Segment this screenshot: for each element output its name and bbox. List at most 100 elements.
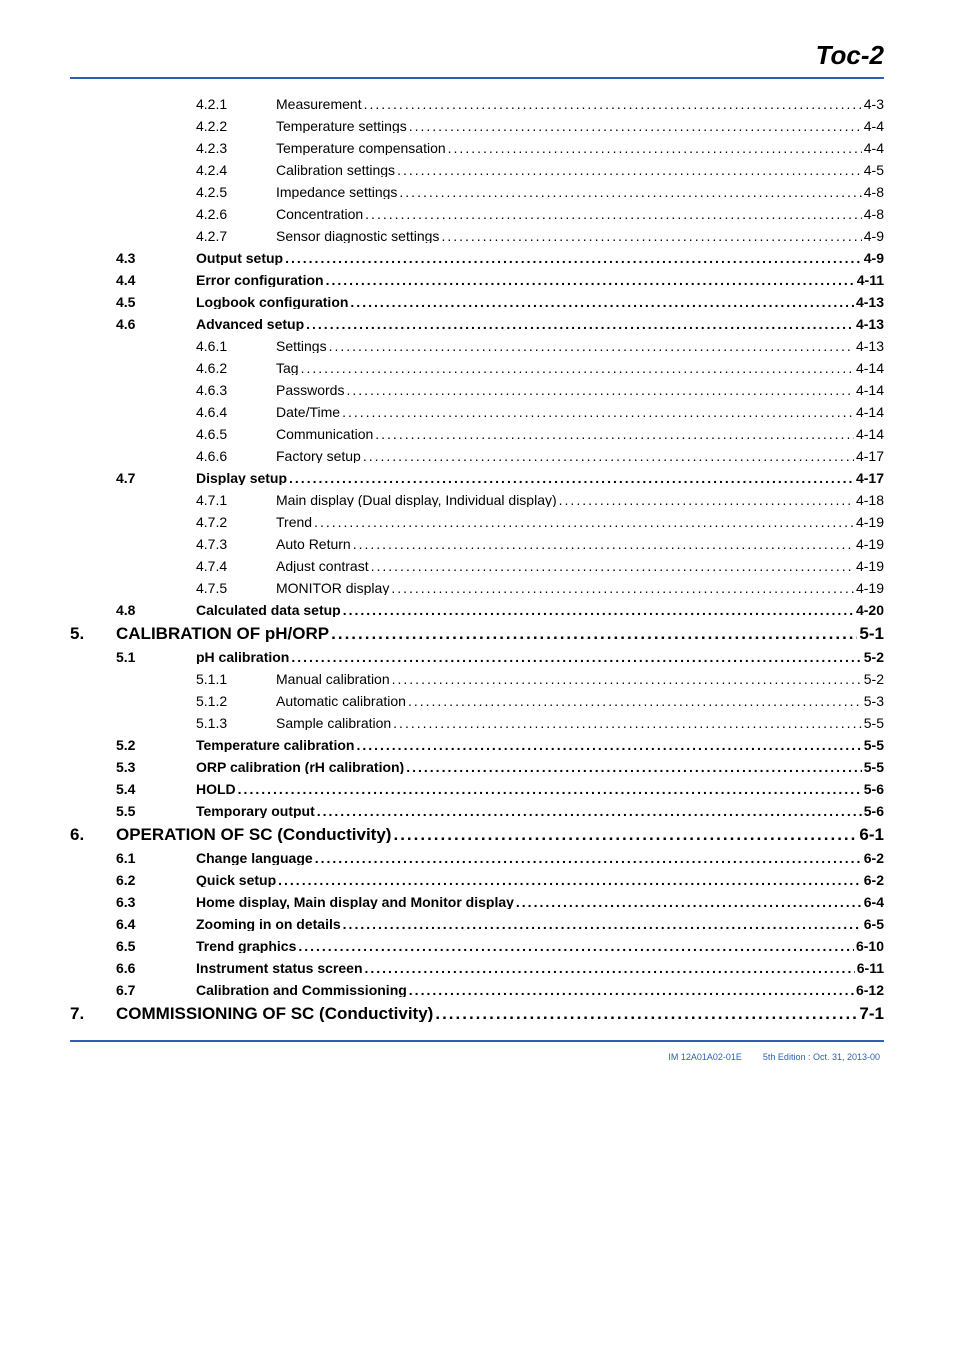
- toc-dot-leader: ........................................…: [342, 405, 854, 419]
- toc-title-wrap: Date/Time...............................…: [276, 405, 884, 419]
- toc-row: 4.7Display setup........................…: [70, 471, 884, 485]
- toc-page-number: 5-6: [864, 782, 884, 796]
- toc-title-wrap: CALIBRATION OF pH/ORP...................…: [116, 625, 884, 642]
- toc-page-number: 4-17: [856, 471, 884, 485]
- toc-page-number: 5-6: [864, 804, 884, 818]
- toc-title: HOLD: [196, 782, 236, 796]
- toc-section-number: 6.4: [116, 917, 196, 931]
- toc-page-number: 4-5: [864, 163, 884, 177]
- toc-page-number: 5-5: [864, 760, 884, 774]
- toc-row: 6.5Trend graphics.......................…: [70, 939, 884, 953]
- toc-row: 4.2.4Calibration settings...............…: [70, 163, 884, 177]
- toc-title-wrap: Auto Return.............................…: [276, 537, 884, 551]
- toc-dot-leader: ........................................…: [448, 141, 862, 155]
- toc-row: 5.4HOLD.................................…: [70, 782, 884, 796]
- toc-dot-leader: ........................................…: [278, 873, 862, 887]
- toc-title-wrap: Display setup...........................…: [196, 471, 884, 485]
- toc-title-wrap: Temperature compensation................…: [276, 141, 884, 155]
- toc-section-number: 5.2: [116, 738, 196, 752]
- toc-title-wrap: Advanced setup..........................…: [196, 317, 884, 331]
- toc-row: 4.7.3Auto Return........................…: [70, 537, 884, 551]
- toc-dot-leader: ........................................…: [346, 383, 854, 397]
- toc-title: Error configuration: [196, 273, 324, 287]
- toc-dot-leader: ........................................…: [289, 471, 854, 485]
- toc-page-number: 4-3: [864, 97, 884, 111]
- toc-title-wrap: HOLD....................................…: [196, 782, 884, 796]
- toc-dot-leader: ........................................…: [399, 185, 861, 199]
- toc-page-number: 4-20: [856, 603, 884, 617]
- toc-title: Temporary output: [196, 804, 315, 818]
- footer-rule: [70, 1040, 884, 1042]
- toc-dot-leader: ........................................…: [408, 694, 862, 708]
- toc-dot-leader: ........................................…: [356, 738, 861, 752]
- toc-title-wrap: Automatic calibration...................…: [276, 694, 884, 708]
- toc-title: Calculated data setup: [196, 603, 341, 617]
- toc-title: OPERATION OF SC (Conductivity): [116, 826, 391, 843]
- toc-title: Quick setup: [196, 873, 276, 887]
- toc-row: 4.6.6Factory setup......................…: [70, 449, 884, 463]
- toc-dot-leader: ........................................…: [301, 361, 854, 375]
- toc-title: CALIBRATION OF pH/ORP: [116, 625, 329, 642]
- toc-page-number: 6-2: [864, 873, 884, 887]
- toc-dot-leader: ........................................…: [317, 804, 862, 818]
- toc-title-wrap: Change language.........................…: [196, 851, 884, 865]
- toc-page-number: 5-5: [864, 716, 884, 730]
- toc-dot-leader: ........................................…: [516, 895, 862, 909]
- toc-title: Advanced setup: [196, 317, 304, 331]
- toc-row: 5.5Temporary output.....................…: [70, 804, 884, 818]
- toc-dot-leader: ........................................…: [375, 427, 854, 441]
- toc-title: pH calibration: [196, 650, 289, 664]
- toc-row: 4.6.4Date/Time..........................…: [70, 405, 884, 419]
- toc-section-number: 6.5: [116, 939, 196, 953]
- toc-dot-leader: ........................................…: [331, 625, 857, 642]
- toc-title-wrap: OPERATION OF SC (Conductivity)..........…: [116, 826, 884, 843]
- toc-section-number: 4.3: [116, 251, 196, 265]
- toc-row: 4.2.1Measurement........................…: [70, 97, 884, 111]
- toc-page-number: 4-19: [856, 559, 884, 573]
- footer-edition: 5th Edition : Oct. 31, 2013-00: [763, 1052, 880, 1062]
- toc-dot-leader: ........................................…: [343, 917, 862, 931]
- toc-page-number: 5-2: [864, 650, 884, 664]
- toc-page-number: 4-19: [856, 537, 884, 551]
- toc-title-wrap: Home display, Main display and Monitor d…: [196, 895, 884, 909]
- toc-dot-leader: ........................................…: [285, 251, 862, 265]
- toc-row: 6.7Calibration and Commissioning........…: [70, 983, 884, 997]
- toc-title: Sample calibration: [276, 716, 391, 730]
- toc-title: Calibration settings: [276, 163, 395, 177]
- toc-dot-leader: ........................................…: [314, 515, 854, 529]
- toc-title: Logbook configuration: [196, 295, 348, 309]
- toc-row: 6.3Home display, Main display and Monito…: [70, 895, 884, 909]
- toc-subsection-number: 4.2.3: [196, 141, 276, 155]
- toc-page-number: 4-14: [856, 383, 884, 397]
- toc-dot-leader: ........................................…: [329, 339, 854, 353]
- toc-subsection-number: 4.6.5: [196, 427, 276, 441]
- toc-dot-leader: ........................................…: [392, 672, 862, 686]
- toc-section-number: 4.4: [116, 273, 196, 287]
- toc-subsection-number: 4.7.1: [196, 493, 276, 507]
- toc-subsection-number: 4.2.1: [196, 97, 276, 111]
- toc-row: 6.2Quick setup..........................…: [70, 873, 884, 887]
- toc-page-number: 6-11: [857, 961, 884, 975]
- toc-dot-leader: ........................................…: [315, 851, 862, 865]
- toc-title: Instrument status screen: [196, 961, 363, 975]
- toc-row: 4.6Advanced setup.......................…: [70, 317, 884, 331]
- toc-title-wrap: pH calibration..........................…: [196, 650, 884, 664]
- toc-title: Tag: [276, 361, 299, 375]
- toc-title-wrap: Concentration...........................…: [276, 207, 884, 221]
- toc-title: Zooming in on details: [196, 917, 341, 931]
- page-footer: IM 12A01A02-01E 5th Edition : Oct. 31, 2…: [70, 1052, 884, 1062]
- toc-page-number: 4-4: [864, 119, 884, 133]
- toc-section-number: 5.5: [116, 804, 196, 818]
- toc-subsection-number: 4.6.2: [196, 361, 276, 375]
- toc-subsection-number: 4.2.7: [196, 229, 276, 243]
- toc-section-number: 4.5: [116, 295, 196, 309]
- toc-row: 5.1pH calibration.......................…: [70, 650, 884, 664]
- toc-subsection-number: 5.1.3: [196, 716, 276, 730]
- toc-title-wrap: ORP calibration (rH calibration)........…: [196, 760, 884, 774]
- toc-title-wrap: Adjust contrast.........................…: [276, 559, 884, 573]
- toc-section-number: 6.1: [116, 851, 196, 865]
- toc-title: Change language: [196, 851, 313, 865]
- toc-subsection-number: 4.7.3: [196, 537, 276, 551]
- toc-section-number: 4.7: [116, 471, 196, 485]
- toc-title: Display setup: [196, 471, 287, 485]
